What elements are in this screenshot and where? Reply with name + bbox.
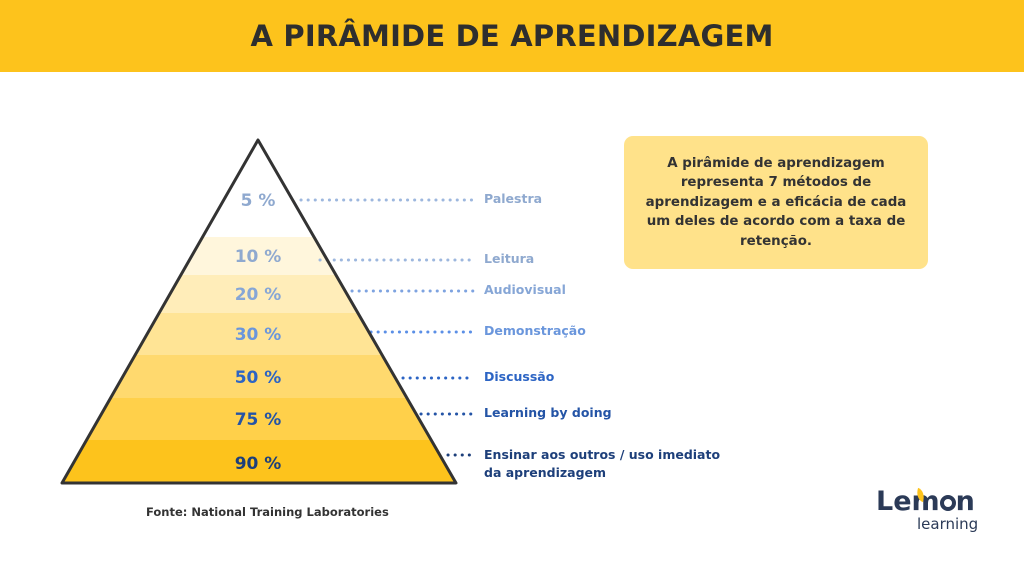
pyramid-level-band: [180, 237, 336, 275]
pyramid-level-label: Audiovisual: [484, 282, 566, 297]
pyramid-level-label: Learning by doing: [484, 405, 612, 420]
pyramid-outline: [60, 138, 458, 485]
source-citation: Fonte: National Training Laboratories: [146, 505, 389, 519]
lemon-learning-logo: Lem n learning: [876, 486, 996, 538]
pyramid-level-percent: 90 %: [235, 454, 282, 474]
pyramid-level-percent: 20 %: [235, 285, 282, 305]
pyramid-level-label: Demonstração: [484, 323, 586, 338]
page-title: A PIRÂMIDE DE APRENDIZAGEM: [250, 19, 774, 53]
pyramid-level-label: Leitura: [484, 251, 535, 266]
pyramid-level-label: Ensinar aos outros / uso imediato da apr…: [484, 447, 721, 480]
logo-wordmark: Lem n: [876, 486, 975, 517]
info-box: A pirâmide de aprendizagem representa 7 …: [624, 136, 928, 269]
lemon-o-icon: [939, 495, 956, 511]
logo-subtitle: learning: [917, 515, 979, 533]
pyramid-level-label: Palestra: [484, 191, 543, 206]
pyramid-level-label: Discussão: [484, 369, 555, 384]
pyramid-level-percent: 30 %: [235, 325, 282, 345]
pyramid-level-band: [61, 440, 455, 483]
pyramid-level-percent: 75 %: [235, 410, 282, 430]
pyramid-level-band: [202, 140, 314, 237]
title-banner: A PIRÂMIDE DE APRENDIZAGEM: [0, 0, 1024, 72]
pyramid-level-percent: 10 %: [235, 247, 282, 267]
pyramid-level-percent: 5 %: [241, 191, 276, 211]
pyramid-level-band: [158, 275, 358, 313]
pyramid-level-band: [134, 313, 382, 355]
pyramid-level-band: [109, 355, 407, 398]
pyramid-level-band: [85, 398, 431, 440]
pyramid-level-percent: 50 %: [235, 368, 282, 388]
info-text: A pirâmide de aprendizagem representa 7 …: [645, 155, 907, 249]
